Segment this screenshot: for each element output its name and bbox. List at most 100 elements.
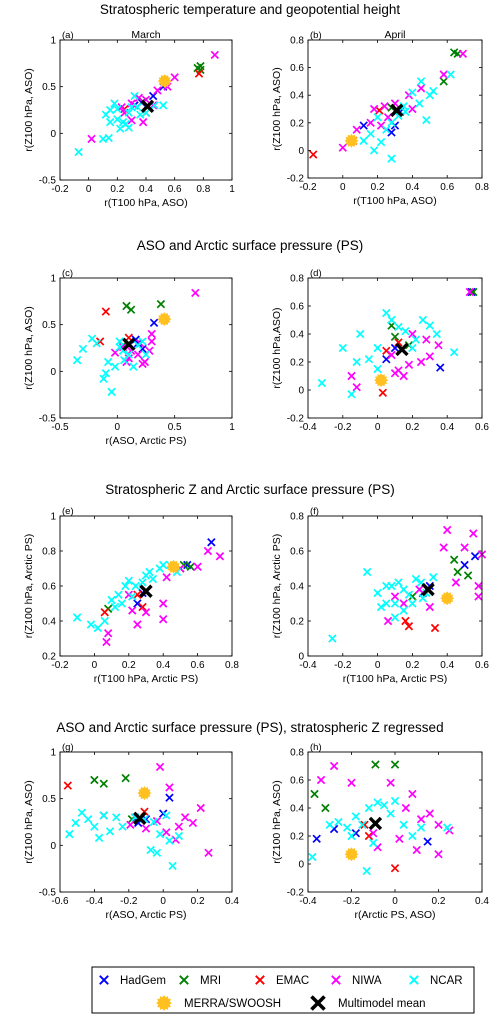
x-tick-label: 0.4 bbox=[475, 896, 489, 907]
ncar-point bbox=[425, 321, 435, 330]
ncar-point bbox=[113, 104, 122, 114]
y-tick-label: -0.5 bbox=[39, 888, 57, 899]
niwa-point bbox=[87, 134, 96, 144]
ncar-point bbox=[418, 315, 428, 325]
hadgem-point bbox=[149, 318, 159, 328]
niwa-point bbox=[408, 104, 417, 114]
ncar-point bbox=[347, 831, 356, 841]
hadgem-point bbox=[207, 538, 216, 547]
ncar-point bbox=[117, 599, 127, 608]
ncar-point bbox=[358, 820, 367, 830]
merra-swoosh-point bbox=[374, 373, 389, 388]
axes-frame bbox=[59, 39, 233, 181]
panel-letter: (e) bbox=[62, 506, 74, 517]
ncar-point bbox=[364, 803, 374, 813]
multimodel-mean-point bbox=[139, 584, 153, 598]
niwa-point bbox=[425, 352, 435, 361]
legend-ncar-marker bbox=[409, 975, 419, 985]
niwa-point bbox=[434, 820, 443, 830]
panel-letter: (a) bbox=[62, 30, 74, 41]
y-tick-label: 0.5 bbox=[42, 320, 56, 331]
emac-point bbox=[138, 602, 147, 612]
x-tick-label: 0 bbox=[86, 184, 92, 195]
ncar-point bbox=[394, 578, 403, 587]
ncar-point bbox=[376, 137, 386, 147]
scatter-panel: -0.2 0 0.2 0.4 0.6 0.8 -0.2 0 0.2 0.4 0.6 0.8 r(T100… bbox=[271, 29, 489, 207]
niwa-point bbox=[425, 809, 435, 818]
ncar-point bbox=[404, 590, 414, 599]
section-title-2: ASO and Arctic surface pressure (PS) bbox=[137, 238, 364, 253]
x-axis-label: r(T100 hPa, Arctic PS) bbox=[94, 673, 198, 685]
axes-frame bbox=[307, 751, 483, 893]
legend-box bbox=[91, 966, 475, 1014]
legend-label: MERRA/SWOOSH bbox=[184, 998, 281, 1010]
hadgem-point bbox=[133, 599, 142, 608]
ncar-point bbox=[362, 567, 372, 577]
hadgem-point bbox=[359, 121, 368, 130]
ncar-point bbox=[124, 108, 134, 118]
scatter-panel: -0.4 -0.2 0 0.2 0.4 0.6-0.200.20.40.60.8r(Z10… bbox=[271, 268, 489, 433]
x-tick-label: 0.6 bbox=[475, 660, 489, 671]
niwa-point bbox=[460, 543, 469, 552]
ncar-point bbox=[124, 576, 134, 585]
mri-point bbox=[390, 332, 400, 342]
panel-letter: (f) bbox=[310, 506, 319, 517]
x-tick-label: -0.4 bbox=[299, 896, 317, 907]
niwa-point bbox=[128, 606, 137, 615]
ncar-point bbox=[387, 154, 396, 163]
niwa-point bbox=[412, 845, 421, 855]
x-tick-label: 0.4 bbox=[139, 184, 153, 195]
ncar-point bbox=[408, 599, 417, 608]
ncar-point bbox=[148, 574, 158, 584]
multimodel-mean-point bbox=[395, 342, 409, 357]
x-axis-label: r(ASO, Arctic PS) bbox=[105, 435, 186, 447]
niwa-point bbox=[386, 778, 395, 788]
ncar-point bbox=[162, 811, 171, 820]
ncar-point bbox=[308, 852, 317, 862]
x-tick-label: 0.2 bbox=[371, 182, 385, 193]
niwa-point bbox=[465, 287, 475, 297]
x-tick-label: -0.2 bbox=[334, 660, 352, 671]
emac-point bbox=[133, 590, 142, 599]
niwa-point bbox=[408, 329, 417, 339]
ncar-point bbox=[107, 387, 116, 397]
y-tick-label: 0 bbox=[298, 860, 304, 871]
y-axis-label: r(Z100 hPa, Arctic PS) bbox=[271, 534, 283, 638]
mri-point bbox=[321, 803, 330, 813]
emac-point bbox=[430, 623, 440, 633]
ncar-point bbox=[416, 823, 426, 832]
niwa-point bbox=[474, 592, 483, 601]
x-tick-label: -0.2 bbox=[51, 184, 69, 195]
x-tick-label: 0.4 bbox=[440, 422, 454, 433]
niwa-point bbox=[347, 371, 356, 381]
y-tick-label: 0.2 bbox=[290, 617, 304, 628]
legend-emac-marker bbox=[255, 975, 265, 985]
niwa-point bbox=[210, 50, 220, 60]
ncar-point bbox=[334, 817, 343, 827]
x-tick-label: 0.4 bbox=[225, 896, 239, 907]
ncar-point bbox=[408, 831, 417, 841]
ncar-point bbox=[359, 136, 368, 145]
x-tick-label: -0.2 bbox=[343, 896, 361, 907]
axes-frame bbox=[59, 515, 233, 657]
niwa-point bbox=[316, 775, 326, 785]
y-tick-label: 0.4 bbox=[42, 617, 56, 628]
ncar-point bbox=[107, 595, 116, 605]
ncar-point bbox=[355, 329, 365, 339]
hadgem-point bbox=[423, 837, 432, 846]
x-axis-label: r(T100 hPa, ASO) bbox=[104, 197, 187, 209]
ncar-point bbox=[382, 125, 391, 134]
niwa-point bbox=[404, 360, 414, 370]
legend-entry: EMAC bbox=[255, 975, 309, 987]
niwa-point bbox=[158, 615, 168, 624]
x-tick-label: 0.4 bbox=[156, 660, 170, 671]
legend-hadgem-marker bbox=[99, 975, 109, 985]
legend-label: NCAR bbox=[430, 975, 463, 987]
x-tick-label: -0.4 bbox=[299, 422, 317, 433]
x-tick-label: -0.5 bbox=[51, 422, 69, 433]
ncar-point bbox=[93, 623, 103, 633]
multimodel-mean-point bbox=[368, 816, 383, 831]
emac-point bbox=[404, 622, 414, 631]
x-axis-label: r(Arctic PS, ASO) bbox=[354, 909, 435, 921]
ncar-point bbox=[103, 357, 113, 367]
